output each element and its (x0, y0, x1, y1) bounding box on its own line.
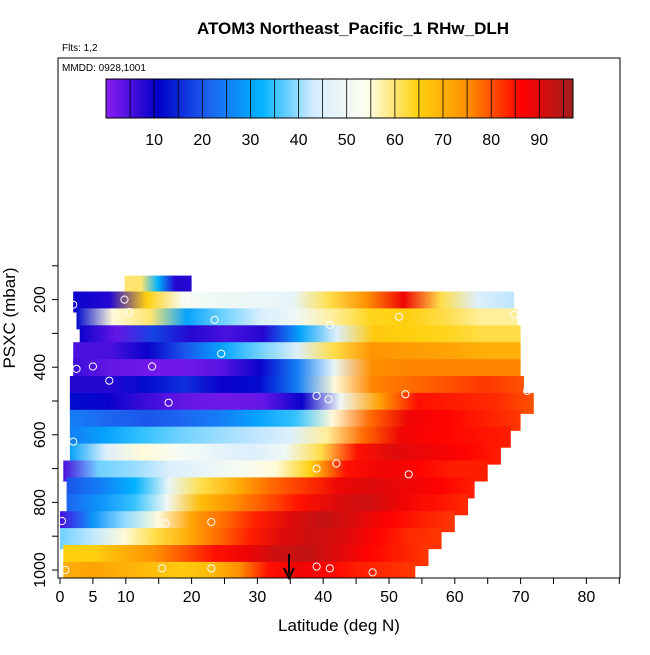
y-tick-label: 200 (32, 286, 49, 313)
observation-point (312, 562, 321, 571)
heatmap-row (63, 545, 429, 566)
observation-point (523, 386, 532, 395)
observation-point (88, 362, 98, 371)
observation-point (61, 565, 70, 575)
colorbar-tick-label: 90 (530, 132, 548, 149)
x-tick-label: 50 (380, 589, 398, 606)
heatmap-layer (60, 275, 534, 578)
y-tick-label: 1000 (32, 552, 49, 588)
heatmap-row (63, 561, 416, 578)
observation-point (69, 437, 78, 446)
colorbar-tick-label: 70 (434, 132, 452, 149)
observation-point (217, 349, 226, 358)
observation-point (210, 315, 219, 324)
heatmap-row (73, 291, 515, 313)
observation-point (207, 564, 216, 573)
observation-point (164, 398, 173, 407)
x-tick-label: 80 (578, 589, 596, 606)
plot-frame (57, 57, 621, 579)
x-tick-label: 70 (512, 589, 530, 606)
x-tick-label: 20 (183, 589, 201, 606)
heatmap-row (66, 494, 468, 516)
colorbar-gradient (105, 78, 574, 119)
observation-point (148, 362, 157, 371)
heatmap-row (63, 460, 488, 482)
colorbar-tick-label: 30 (242, 132, 260, 149)
y-tick-label: 800 (32, 489, 49, 516)
heatmap-row (69, 409, 521, 431)
colorbar-tick-label: 40 (290, 132, 308, 149)
heatmap-row (73, 342, 521, 364)
observation-point (157, 564, 167, 573)
observation-point (180, 294, 190, 303)
observation-point (125, 308, 134, 317)
observation-point (368, 568, 377, 577)
x-axis: 0 5 10 20 30 40 50 60 70 80 (56, 578, 620, 606)
x-tick-label: 60 (446, 589, 464, 606)
heatmap-row (124, 275, 192, 297)
colorbar: 10 20 30 40 50 60 70 80 90 (105, 78, 574, 149)
colorbar-tick-label: 20 (193, 132, 211, 149)
heatmap-row (60, 511, 455, 533)
heatmap-row (79, 325, 521, 347)
y-axis: 200 400 600 800 1000 (32, 265, 58, 588)
heatmap-row (66, 477, 475, 499)
observation-point (509, 310, 519, 319)
observation-points (57, 294, 532, 577)
observation-point (324, 395, 333, 404)
observation-point (105, 376, 114, 385)
observation-point (207, 517, 216, 527)
y-tick-label: 400 (32, 354, 49, 381)
x-tick-label: 10 (117, 589, 135, 606)
x-tick-label: 5 (88, 589, 97, 606)
latitude-marker-arrow (283, 554, 295, 581)
colorbar-tick-label: 80 (482, 132, 500, 149)
heatmap-row (69, 443, 501, 465)
observation-point (401, 390, 410, 399)
y-tick-label: 600 (32, 421, 49, 448)
observation-point (72, 364, 81, 373)
observation-point (325, 320, 334, 329)
observation-point (404, 470, 413, 479)
y-axis-label: PSXC (mbar) (0, 267, 19, 368)
observation-point (69, 300, 78, 309)
chart-title: ATOM3 Northeast_Pacific_1 RHw_DLH (197, 19, 509, 38)
marker-head (283, 567, 295, 581)
heatmap-row (69, 392, 534, 414)
heatmap-row (69, 376, 524, 397)
heatmap-row (76, 308, 518, 330)
x-tick-label: 0 (56, 589, 65, 606)
colorbar-tick-label: 60 (386, 132, 404, 149)
x-tick-label: 30 (249, 589, 267, 606)
observation-point (312, 391, 321, 400)
flights-label: Flts: 1,2 (62, 43, 98, 54)
observation-point (120, 295, 129, 304)
heatmap-row (73, 359, 521, 381)
observation-point (325, 564, 334, 573)
mmdd-label: MMDD: 0928,1001 (62, 63, 146, 74)
heatmap-row (69, 426, 511, 448)
observation-point (394, 312, 403, 321)
observation-point (161, 519, 170, 528)
heatmap-row (60, 528, 442, 550)
observation-point (312, 464, 321, 473)
colorbar-tick-label: 10 (145, 132, 163, 149)
x-axis-label: Latitude (deg N) (278, 616, 400, 635)
observation-point (332, 459, 341, 468)
x-tick-label: 40 (314, 589, 332, 606)
colorbar-tick-label: 50 (338, 132, 356, 149)
